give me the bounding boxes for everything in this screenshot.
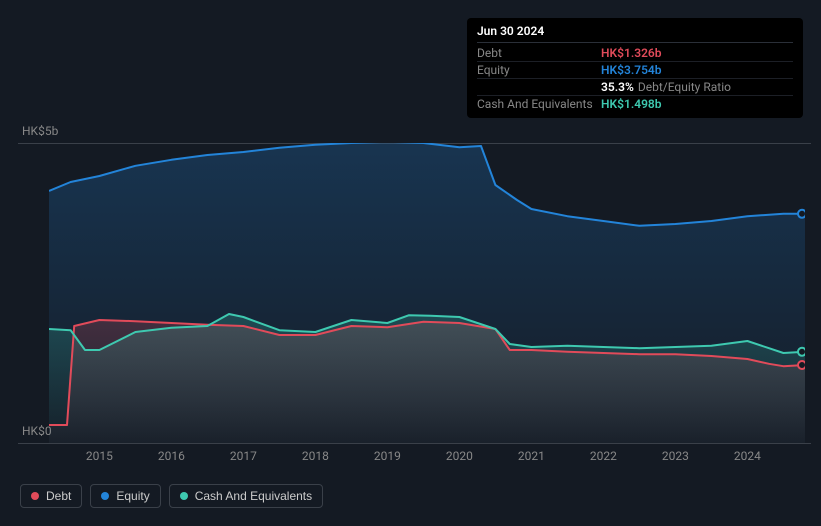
endpoint-cash bbox=[798, 348, 805, 356]
endpoint-equity bbox=[798, 210, 805, 218]
x-tick-2018: 2018 bbox=[302, 449, 329, 463]
tooltip-value: 35.3%Debt/Equity Ratio bbox=[601, 80, 731, 94]
x-tick-2019: 2019 bbox=[374, 449, 401, 463]
x-tick-2022: 2022 bbox=[590, 449, 617, 463]
tooltip-label: Equity bbox=[477, 63, 601, 77]
legend-label: Cash And Equivalents bbox=[195, 489, 312, 503]
legend-item-equity[interactable]: Equity bbox=[90, 484, 160, 508]
legend-dot bbox=[31, 492, 39, 500]
legend-item-cash-and-equivalents[interactable]: Cash And Equivalents bbox=[169, 484, 323, 508]
tooltip-label bbox=[477, 80, 601, 94]
tooltip-label: Debt bbox=[477, 46, 601, 60]
tooltip-row-3: Cash And EquivalentsHK$1.498b bbox=[477, 96, 793, 112]
chart-tooltip: Jun 30 2024 DebtHK$1.326bEquityHK$3.754b… bbox=[467, 18, 803, 118]
chart-legend: Debt Equity Cash And Equivalents bbox=[20, 484, 323, 508]
x-tick-2016: 2016 bbox=[158, 449, 185, 463]
debt-equity-chart[interactable] bbox=[49, 143, 805, 443]
x-tick-2017: 2017 bbox=[230, 449, 257, 463]
x-tick-2015: 2015 bbox=[86, 449, 113, 463]
tooltip-date: Jun 30 2024 bbox=[477, 24, 793, 43]
tooltip-row-1: EquityHK$3.754b bbox=[477, 62, 793, 79]
tooltip-row-0: DebtHK$1.326b bbox=[477, 45, 793, 62]
tooltip-row-2: 35.3%Debt/Equity Ratio bbox=[477, 79, 793, 96]
gridline-bottom bbox=[18, 443, 811, 444]
x-tick-2020: 2020 bbox=[446, 449, 473, 463]
legend-item-debt[interactable]: Debt bbox=[20, 484, 82, 508]
legend-label: Equity bbox=[116, 489, 149, 503]
tooltip-label: Cash And Equivalents bbox=[477, 97, 601, 111]
legend-dot bbox=[180, 492, 188, 500]
endpoint-debt bbox=[798, 361, 805, 369]
legend-dot bbox=[101, 492, 109, 500]
x-tick-2021: 2021 bbox=[518, 449, 545, 463]
x-tick-2023: 2023 bbox=[662, 449, 689, 463]
legend-label: Debt bbox=[46, 489, 71, 503]
tooltip-value: HK$3.754b bbox=[601, 63, 662, 77]
x-tick-2024: 2024 bbox=[734, 449, 761, 463]
y-axis-label-min: HK$0 bbox=[22, 424, 52, 438]
y-axis-label-max: HK$5b bbox=[22, 124, 58, 138]
tooltip-value: HK$1.498b bbox=[601, 97, 662, 111]
x-axis: 2015 2016 2017 2018 2019 2020 2021 2022 2023 2024 bbox=[49, 449, 805, 465]
tooltip-value: HK$1.326b bbox=[601, 46, 662, 60]
